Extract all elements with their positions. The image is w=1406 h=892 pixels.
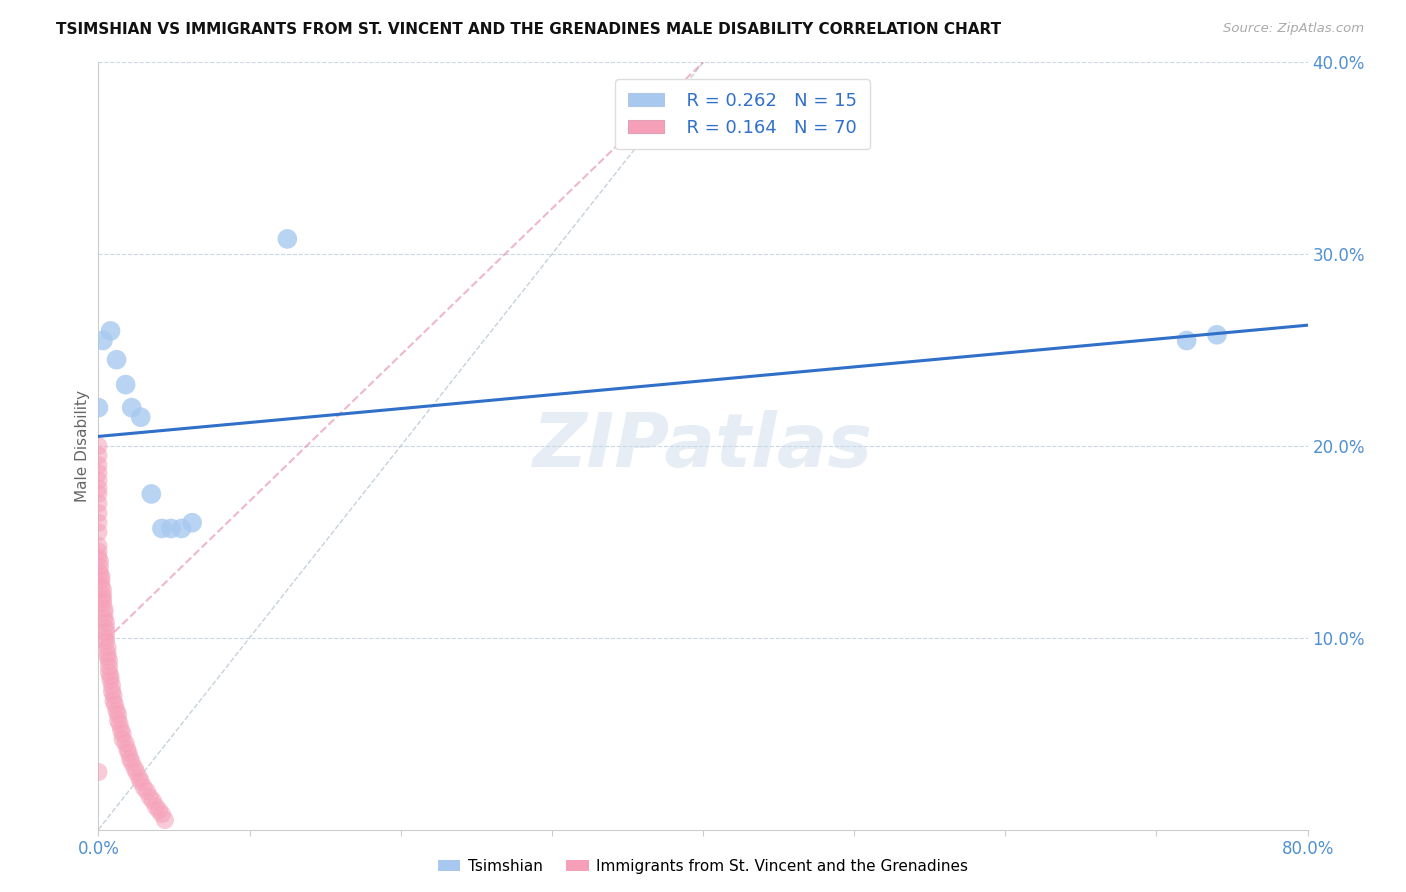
Point	[94, 621, 117, 635]
Point	[103, 689, 125, 703]
Point	[90, 569, 112, 583]
Point	[93, 606, 115, 620]
Point	[87, 466, 110, 480]
Point	[96, 649, 118, 664]
Point	[87, 449, 110, 463]
Point	[150, 807, 173, 822]
Point	[107, 707, 129, 722]
Point	[91, 592, 114, 607]
Point	[87, 487, 110, 501]
Point	[1175, 334, 1198, 348]
Point	[107, 713, 129, 727]
Point	[87, 474, 110, 488]
Point	[142, 794, 165, 808]
Point	[100, 324, 122, 338]
Point	[101, 684, 124, 698]
Text: ZIPatlas: ZIPatlas	[533, 409, 873, 483]
Point	[94, 615, 117, 630]
Point	[91, 589, 114, 603]
Point	[121, 756, 143, 770]
Point	[128, 771, 150, 785]
Point	[90, 579, 112, 593]
Point	[93, 612, 115, 626]
Point	[103, 694, 125, 708]
Point	[96, 640, 118, 655]
Point	[115, 742, 138, 756]
Point	[129, 774, 152, 789]
Point	[98, 665, 121, 680]
Point	[87, 550, 110, 565]
Point	[150, 521, 173, 535]
Point	[145, 799, 167, 814]
Point	[135, 784, 157, 798]
Text: Source: ZipAtlas.com: Source: ZipAtlas.com	[1223, 22, 1364, 36]
Point	[141, 487, 163, 501]
Point	[120, 751, 142, 765]
Point	[170, 521, 193, 535]
Point	[111, 732, 134, 747]
Point	[91, 582, 114, 597]
Point	[100, 673, 122, 687]
Point	[96, 646, 118, 660]
Point	[160, 521, 183, 535]
Point	[89, 559, 111, 574]
Point	[153, 813, 176, 827]
Y-axis label: Male Disability: Male Disability	[75, 390, 90, 502]
Point	[105, 352, 128, 367]
Point	[1206, 327, 1229, 342]
Point	[87, 481, 110, 495]
Point	[111, 726, 134, 740]
Point	[90, 574, 112, 588]
Point	[91, 596, 114, 610]
Point	[87, 765, 110, 780]
Point	[125, 765, 148, 780]
Point	[91, 334, 114, 348]
Point	[89, 554, 111, 568]
Point	[100, 669, 122, 683]
Text: TSIMSHIAN VS IMMIGRANTS FROM ST. VINCENT AND THE GRENADINES MALE DISABILITY CORR: TSIMSHIAN VS IMMIGRANTS FROM ST. VINCENT…	[56, 22, 1001, 37]
Point	[94, 625, 117, 640]
Point	[87, 496, 110, 510]
Point	[87, 458, 110, 473]
Point	[148, 804, 170, 818]
Point	[94, 634, 117, 648]
Point	[87, 506, 110, 520]
Legend:   R = 0.262   N = 15,   R = 0.164   N = 70: R = 0.262 N = 15, R = 0.164 N = 70	[616, 79, 869, 150]
Point	[87, 439, 110, 453]
Point	[181, 516, 204, 530]
Point	[118, 746, 141, 760]
Point	[105, 704, 128, 718]
Point	[276, 232, 298, 246]
Point	[87, 539, 110, 553]
Legend: Tsimshian, Immigrants from St. Vincent and the Grenadines: Tsimshian, Immigrants from St. Vincent a…	[432, 853, 974, 880]
Point	[87, 525, 110, 540]
Point	[121, 401, 143, 415]
Point	[87, 544, 110, 558]
Point	[124, 761, 146, 775]
Point	[139, 789, 162, 804]
Point	[114, 736, 136, 750]
Point	[93, 602, 115, 616]
Point	[87, 401, 110, 415]
Point	[110, 723, 132, 737]
Point	[89, 566, 111, 580]
Point	[132, 780, 155, 795]
Point	[108, 717, 131, 731]
Point	[94, 631, 117, 645]
Point	[98, 659, 121, 673]
Point	[129, 410, 152, 425]
Point	[114, 377, 136, 392]
Point	[104, 698, 127, 712]
Point	[101, 679, 124, 693]
Point	[87, 516, 110, 530]
Point	[98, 654, 121, 668]
